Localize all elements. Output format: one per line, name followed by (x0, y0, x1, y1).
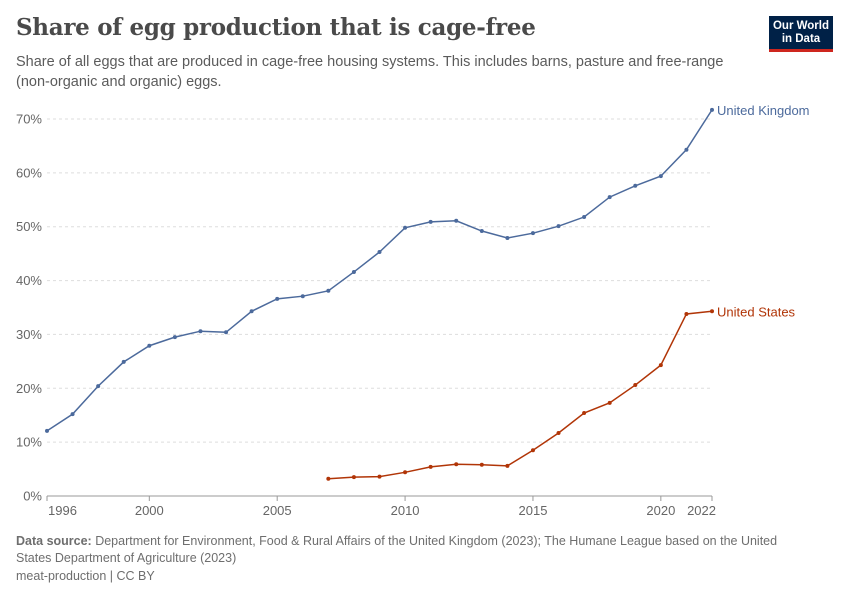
y-tick-label: 50% (16, 219, 42, 234)
data-point (684, 147, 689, 152)
data-point (403, 470, 408, 475)
data-point (172, 335, 177, 340)
data-point (428, 219, 433, 224)
data-point (505, 463, 510, 468)
y-tick-label: 70% (16, 112, 42, 127)
chart-subtitle: Share of all eggs that are produced in c… (16, 54, 724, 90)
data-point (633, 383, 638, 388)
data-point (582, 215, 587, 220)
y-tick-label: 60% (16, 165, 42, 180)
y-tick-label: 30% (16, 327, 42, 342)
line-chart: 0% 10% 20% 30% 40% 50% 60% 70% 1996 2000 2005 2010 2… (16, 103, 810, 518)
owid-logo[interactable]: Our World in Data (769, 16, 833, 52)
data-point (710, 309, 714, 314)
license-text[interactable]: meat-production | CC BY (16, 569, 155, 583)
data-point (505, 236, 510, 241)
data-point (479, 462, 484, 467)
data-point (556, 430, 561, 435)
data-point (658, 174, 663, 179)
data-source: Data source: Department for Environment,… (16, 533, 806, 567)
x-tick-label: 2022 (687, 503, 716, 518)
source-label: Data source: (16, 534, 92, 548)
data-point (351, 475, 356, 480)
y-tick-label: 20% (16, 381, 42, 396)
data-point (45, 428, 49, 433)
data-point (530, 231, 535, 236)
data-point (96, 384, 101, 389)
data-point (403, 225, 408, 230)
data-point (275, 296, 280, 301)
x-tick-label: 2015 (519, 503, 548, 518)
data-point (607, 400, 612, 405)
series-line-united-states (328, 310, 713, 480)
chart-title: Share of egg production that is cage-fre… (16, 14, 536, 41)
data-point (224, 330, 229, 335)
data-point (428, 464, 433, 469)
series-label: United States (717, 304, 796, 319)
data-point (326, 288, 331, 293)
source-text: Department for Environment, Food & Rural… (16, 534, 778, 565)
data-point (147, 343, 152, 348)
data-point (300, 294, 305, 299)
data-point (249, 309, 254, 314)
data-point (684, 311, 689, 316)
x-tick-label: 2005 (263, 503, 292, 518)
x-tick-label: 2020 (646, 503, 675, 518)
data-point (70, 412, 75, 417)
logo-text: Our World in Data (772, 20, 829, 45)
y-tick-label: 0% (23, 489, 42, 504)
data-point (530, 448, 535, 453)
series-label: United Kingdom (717, 103, 810, 118)
y-tick-label: 10% (16, 435, 42, 450)
data-point (326, 476, 331, 481)
series-line-united-kingdom (46, 109, 713, 432)
data-point (658, 363, 663, 368)
data-point (377, 250, 382, 255)
data-point (582, 411, 587, 416)
data-point (479, 229, 484, 234)
data-point (377, 474, 382, 479)
data-point (556, 224, 561, 229)
data-point (710, 107, 714, 112)
data-point (198, 329, 203, 334)
data-point (121, 359, 126, 364)
x-tick-label: 2000 (135, 503, 164, 518)
data-point (454, 462, 459, 467)
y-tick-label: 40% (16, 273, 42, 288)
data-point (351, 269, 356, 274)
x-tick-label: 1996 (48, 503, 77, 518)
data-point (454, 218, 459, 223)
data-point (607, 195, 612, 200)
x-tick-label: 2010 (391, 503, 420, 518)
data-point (633, 183, 638, 188)
